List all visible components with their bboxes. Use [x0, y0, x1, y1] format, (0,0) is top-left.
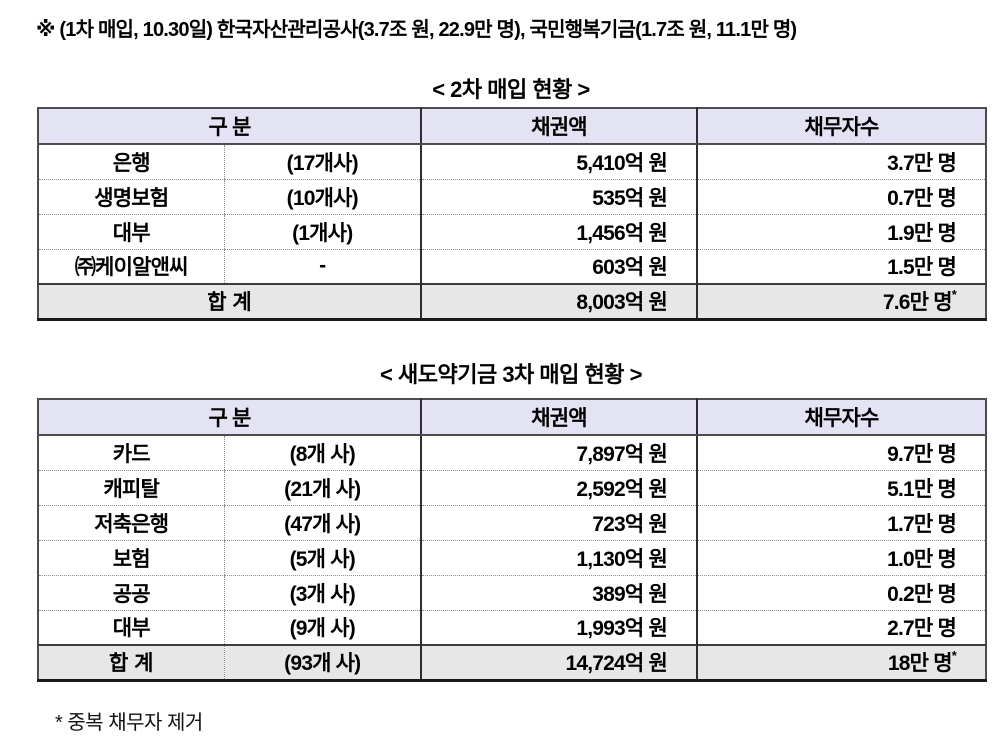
cell-debtors: 3.7만 명 [696, 144, 987, 180]
cell-debtors: 2.7만 명 [696, 610, 987, 646]
table1-purchase-status-2nd: 구 분 채권액 채무자수 은행 (17개사) 5,410억 원 3.7만 명 생… [37, 107, 988, 321]
table-row: 대부 (9개 사) 1,993억 원 2.7만 명 [38, 610, 987, 646]
cell-amount: 1,993억 원 [420, 610, 698, 646]
table-row: 대부 (1개사) 1,456억 원 1.9만 명 [38, 214, 987, 250]
cell-amount: 603억 원 [420, 249, 698, 285]
table-row: 공공 (3개 사) 389억 원 0.2만 명 [38, 575, 987, 611]
cell-debtors: 1.0만 명 [696, 540, 987, 576]
cell-company-count: (47개 사) [223, 505, 422, 541]
table1-title: < 2차 매입 현황 > [432, 77, 590, 102]
cell-total-company-count: (93개 사) [223, 644, 422, 680]
table2-header-amount: 채권액 [420, 399, 698, 436]
cell-total-label: 합 계 [38, 283, 422, 319]
cell-amount: 5,410억 원 [420, 144, 698, 180]
cell-category: 대부 [38, 610, 224, 646]
cell-debtors: 1.9만 명 [696, 214, 987, 250]
total-debtors-value: 7.6만 명 [882, 291, 953, 315]
table1-header-row: 구 분 채권액 채무자수 [38, 108, 987, 145]
cell-category: 저축은행 [38, 505, 224, 541]
table-row: 보험 (5개 사) 1,130억 원 1.0만 명 [38, 540, 987, 576]
cell-total-debtors: 7.6만 명* [696, 283, 987, 319]
table2-header-row: 구 분 채권액 채무자수 [38, 399, 987, 436]
cell-company-count: (3개 사) [223, 575, 422, 611]
table1-header-category: 구 분 [38, 108, 422, 145]
cell-total-debtors: 18만 명* [696, 644, 987, 680]
table2-title: < 새도약기금 3차 매입 현황 > [380, 362, 642, 387]
cell-category: 카드 [38, 435, 224, 471]
table-row: 캐피탈 (21개 사) 2,592억 원 5.1만 명 [38, 470, 987, 506]
cell-amount: 1,130억 원 [420, 540, 698, 576]
cell-category: 대부 [38, 214, 224, 250]
table1-header-amount: 채권액 [420, 108, 698, 145]
cell-amount: 2,592억 원 [420, 470, 698, 506]
cell-company-count: (5개 사) [223, 540, 422, 576]
cell-total-amount: 8,003억 원 [420, 283, 698, 319]
table2-new-leap-fund-3rd: 구 분 채권액 채무자수 카드 (8개 사) 7,897억 원 9.7만 명 캐… [37, 398, 988, 682]
cell-total-amount: 14,724억 원 [420, 644, 698, 680]
table-row: 저축은행 (47개 사) 723억 원 1.7만 명 [38, 505, 987, 541]
cell-total-label: 합 계 [38, 644, 224, 680]
cell-amount: 535억 원 [420, 179, 698, 215]
cell-amount: 723억 원 [420, 505, 698, 541]
cell-company-count: (1개사) [223, 214, 422, 250]
cell-debtors: 9.7만 명 [696, 435, 987, 471]
asterisk-marker: * [951, 648, 957, 664]
cell-category: 공공 [38, 575, 224, 611]
table-row: 생명보험 (10개사) 535억 원 0.7만 명 [38, 179, 987, 215]
table2-header-category: 구 분 [38, 399, 422, 436]
cell-debtors: 5.1만 명 [696, 470, 987, 506]
annotation-note: ※ (1차 매입, 10.30일) 한국자산관리공사(3.7조 원, 22.9만… [36, 19, 797, 41]
asterisk-marker: * [951, 287, 957, 303]
table-row: 카드 (8개 사) 7,897억 원 9.7만 명 [38, 435, 987, 471]
footnote: * 중복 채무자 제거 [55, 712, 203, 734]
cell-debtors: 1.5만 명 [696, 249, 987, 285]
table1-total-row: 합 계 8,003억 원 7.6만 명* [38, 283, 987, 319]
cell-debtors: 0.7만 명 [696, 179, 987, 215]
cell-company-count: (8개 사) [223, 435, 422, 471]
total-debtors-value: 18만 명 [887, 652, 953, 676]
cell-debtors: 0.2만 명 [696, 575, 987, 611]
table2-total-row: 합 계 (93개 사) 14,724억 원 18만 명* [38, 644, 987, 680]
cell-category: 보험 [38, 540, 224, 576]
cell-category: 은행 [38, 144, 224, 180]
cell-amount: 7,897억 원 [420, 435, 698, 471]
cell-category: 캐피탈 [38, 470, 224, 506]
table-row: ㈜케이알앤씨 - 603억 원 1.5만 명 [38, 249, 987, 285]
cell-category: ㈜케이알앤씨 [38, 249, 224, 285]
cell-debtors: 1.7만 명 [696, 505, 987, 541]
cell-company-count: (21개 사) [223, 470, 422, 506]
table1-header-debtors: 채무자수 [696, 108, 987, 145]
cell-company-count: - [223, 249, 422, 285]
cell-company-count: (17개사) [223, 144, 422, 180]
cell-amount: 389억 원 [420, 575, 698, 611]
cell-company-count: (10개사) [223, 179, 422, 215]
cell-category: 생명보험 [38, 179, 224, 215]
table2-header-debtors: 채무자수 [696, 399, 987, 436]
table-row: 은행 (17개사) 5,410억 원 3.7만 명 [38, 144, 987, 180]
cell-amount: 1,456억 원 [420, 214, 698, 250]
cell-company-count: (9개 사) [223, 610, 422, 646]
